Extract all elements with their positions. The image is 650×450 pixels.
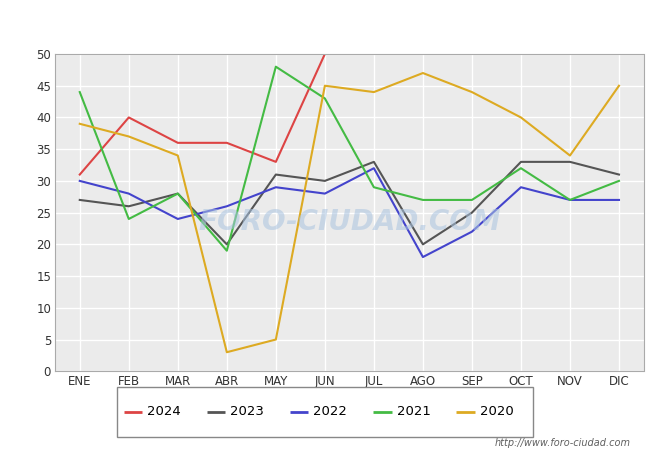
2024 — [272, 159, 280, 165]
2022 — [517, 184, 525, 190]
2023 — [468, 210, 476, 216]
2022 — [272, 184, 280, 190]
2021 — [419, 197, 427, 202]
2024 — [76, 172, 84, 177]
2021 — [566, 197, 574, 202]
Line: 2021: 2021 — [80, 67, 619, 251]
Line: 2020: 2020 — [80, 73, 619, 352]
2023 — [321, 178, 329, 184]
2022 — [566, 197, 574, 202]
2022 — [419, 254, 427, 260]
2020 — [517, 115, 525, 120]
2023 — [223, 242, 231, 247]
2020 — [174, 153, 182, 158]
Line: 2022: 2022 — [80, 168, 619, 257]
2024 — [321, 51, 329, 57]
Line: 2024: 2024 — [80, 54, 325, 175]
2021 — [517, 166, 525, 171]
2022 — [223, 203, 231, 209]
2022 — [174, 216, 182, 222]
2023 — [76, 197, 84, 202]
Text: 2021: 2021 — [396, 405, 430, 418]
2024 — [174, 140, 182, 145]
2021 — [321, 96, 329, 101]
2020 — [76, 121, 84, 126]
2020 — [370, 90, 378, 95]
2021 — [174, 191, 182, 196]
2022 — [321, 191, 329, 196]
2020 — [223, 350, 231, 355]
2022 — [468, 229, 476, 234]
2022 — [76, 178, 84, 184]
2021 — [468, 197, 476, 202]
2020 — [468, 90, 476, 95]
2022 — [125, 191, 133, 196]
FancyBboxPatch shape — [117, 387, 533, 436]
2020 — [272, 337, 280, 342]
2021 — [223, 248, 231, 253]
2021 — [76, 90, 84, 95]
2023 — [517, 159, 525, 165]
2020 — [321, 83, 329, 88]
Text: 2023: 2023 — [230, 405, 264, 418]
Line: 2023: 2023 — [80, 162, 619, 244]
2022 — [615, 197, 623, 202]
2023 — [419, 242, 427, 247]
2022 — [370, 166, 378, 171]
2024 — [223, 140, 231, 145]
2020 — [125, 134, 133, 139]
Text: http://www.foro-ciudad.com: http://www.foro-ciudad.com — [495, 438, 630, 448]
2023 — [566, 159, 574, 165]
2023 — [125, 203, 133, 209]
2023 — [370, 159, 378, 165]
Text: Matriculaciones de Vehiculos en Coria del Río: Matriculaciones de Vehiculos en Coria de… — [136, 14, 514, 33]
2020 — [615, 83, 623, 88]
2021 — [615, 178, 623, 184]
Text: 2020: 2020 — [480, 405, 514, 418]
Text: 2022: 2022 — [313, 405, 347, 418]
2020 — [419, 70, 427, 76]
2021 — [370, 184, 378, 190]
2023 — [615, 172, 623, 177]
2020 — [566, 153, 574, 158]
2024 — [125, 115, 133, 120]
Text: 2024: 2024 — [147, 405, 181, 418]
2023 — [272, 172, 280, 177]
Text: FORO-CIUDAD.COM: FORO-CIUDAD.COM — [198, 208, 500, 236]
2023 — [174, 191, 182, 196]
2021 — [125, 216, 133, 222]
2021 — [272, 64, 280, 69]
